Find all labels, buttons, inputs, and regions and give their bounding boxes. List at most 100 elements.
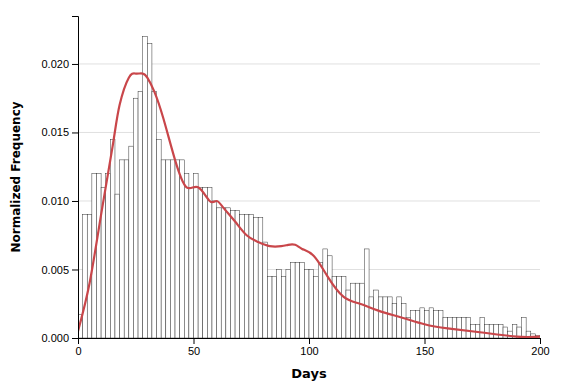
bar: [494, 324, 499, 338]
bar: [314, 276, 319, 338]
tick-mark: [72, 64, 78, 65]
y-tick: 0.015: [41, 126, 78, 138]
bar: [452, 317, 457, 338]
x-axis-title: Days: [291, 366, 327, 381]
tick-label: 150: [416, 345, 434, 357]
y-tick: 0.020: [41, 58, 78, 70]
bar: [286, 269, 291, 338]
bar: [318, 263, 323, 338]
bar: [221, 208, 226, 338]
bar: [217, 208, 222, 338]
tick-label: 0.020: [41, 58, 69, 70]
plot: 0 50 100 150 200 0.000 0.005 0.010 0.015 0.020: [41, 17, 549, 357]
bars: [78, 37, 540, 338]
bar: [258, 217, 263, 338]
tick-mark: [425, 338, 426, 344]
tick-label: 0.000: [41, 332, 69, 344]
x-tick: 150: [416, 338, 434, 357]
bar: [281, 276, 286, 338]
y-axis-title: Normalized Frequency: [9, 101, 23, 252]
tick-label: 0.010: [41, 195, 69, 207]
bar: [401, 304, 406, 338]
bar: [175, 160, 180, 338]
tick-label: 50: [188, 345, 200, 357]
bar: [166, 160, 171, 338]
tick-mark: [72, 338, 78, 339]
bar: [249, 215, 254, 338]
bar: [152, 91, 157, 338]
bar: [235, 211, 240, 338]
bar: [304, 269, 309, 338]
x-axis-line: [79, 339, 541, 345]
bar: [327, 256, 332, 338]
bar: [369, 297, 374, 338]
bar: [522, 317, 527, 338]
bar: [212, 201, 217, 338]
bar: [457, 317, 462, 338]
bar: [392, 304, 397, 338]
x-tick: 50: [188, 338, 200, 357]
bar: [198, 187, 203, 338]
bar: [272, 276, 277, 338]
bar: [360, 283, 365, 338]
x-tick: 0: [75, 338, 81, 357]
bar: [300, 263, 305, 338]
bar: [323, 249, 328, 338]
bar: [207, 187, 212, 338]
bar: [170, 160, 175, 338]
kde-line: [78, 73, 540, 337]
bar: [489, 324, 494, 338]
bar: [341, 276, 346, 338]
bar: [429, 308, 434, 338]
bar: [124, 160, 129, 338]
y-axis-line: [72, 17, 79, 339]
bar: [388, 297, 393, 338]
tick-mark: [72, 201, 78, 202]
tick-mark: [72, 132, 78, 133]
bar: [194, 174, 199, 338]
bar: [254, 217, 259, 338]
bar: [374, 290, 379, 338]
bar: [346, 290, 351, 338]
bar: [277, 269, 282, 338]
bar: [189, 187, 194, 338]
y-axis: 0.000 0.005 0.010 0.015 0.020: [41, 17, 78, 345]
tick-label: 0.005: [41, 264, 69, 276]
bar: [434, 311, 439, 338]
bar: [263, 242, 268, 338]
bar: [438, 311, 443, 338]
tick-mark: [309, 338, 310, 344]
bar: [411, 311, 416, 338]
bar: [147, 43, 152, 338]
bar: [133, 98, 138, 338]
bar: [115, 194, 120, 338]
chart: 0 50 100 150 200 0.000 0.005 0.010 0.015 0.020 Day…: [0, 0, 562, 388]
bar: [351, 283, 356, 338]
bar: [295, 263, 300, 338]
bar: [138, 91, 143, 338]
bar: [309, 269, 314, 338]
bar: [180, 160, 185, 338]
bar: [120, 160, 125, 338]
y-tick: 0.010: [41, 195, 78, 207]
tick-label: 0.015: [41, 126, 69, 138]
bar: [364, 249, 369, 338]
marks: [78, 37, 540, 338]
bar: [203, 187, 208, 338]
bar: [267, 276, 272, 338]
bar: [355, 283, 360, 338]
tick-label: 100: [300, 345, 318, 357]
x-tick: 200: [531, 338, 549, 357]
x-tick: 100: [300, 338, 318, 357]
bar: [461, 317, 466, 338]
bar: [184, 174, 189, 338]
bar: [415, 311, 420, 338]
bar: [161, 160, 166, 338]
tick-label: 0: [75, 345, 81, 357]
bar: [485, 324, 490, 338]
bar: [383, 297, 388, 338]
bar: [230, 211, 235, 338]
bar: [110, 139, 115, 338]
bar: [337, 276, 342, 338]
y-tick: 0.000: [41, 332, 78, 344]
